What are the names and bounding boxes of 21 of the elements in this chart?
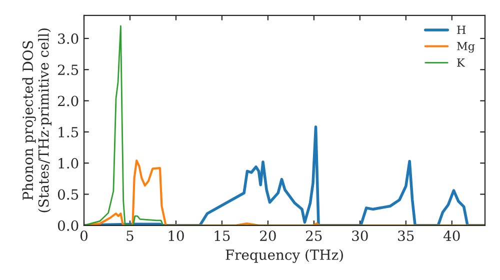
y-axis-title: Phonon projected DOS (States/THz·primitive cell) <box>22 28 52 212</box>
x-tick-label: 20 <box>260 230 276 242</box>
legend-label: H <box>457 26 466 34</box>
x-tick-label: 5 <box>126 230 134 242</box>
x-tick-label: 35 <box>398 230 414 242</box>
y-tick-label: 1.5 <box>58 126 78 138</box>
x-axis-title: Frequency (THz) <box>226 249 343 263</box>
x-tick-label: 25 <box>306 230 322 242</box>
x-tick-label: 40 <box>443 230 460 242</box>
y-tick-label: 2.5 <box>58 64 78 76</box>
legend-label: Mg <box>457 42 475 53</box>
x-tick-label: 30 <box>352 230 368 242</box>
y-tick-label: 0.0 <box>58 220 78 231</box>
y-tick-label: 1.0 <box>58 158 78 169</box>
y-tick-label: 3.0 <box>58 33 78 44</box>
y-tick-label: 2.0 <box>58 96 78 106</box>
x-tick-label: 0 <box>80 230 88 242</box>
legend-label: K <box>457 58 465 67</box>
x-tick-label: 10 <box>168 230 184 242</box>
x-tick-label: 15 <box>214 230 230 242</box>
y-tick-label: 0.5 <box>58 189 78 200</box>
